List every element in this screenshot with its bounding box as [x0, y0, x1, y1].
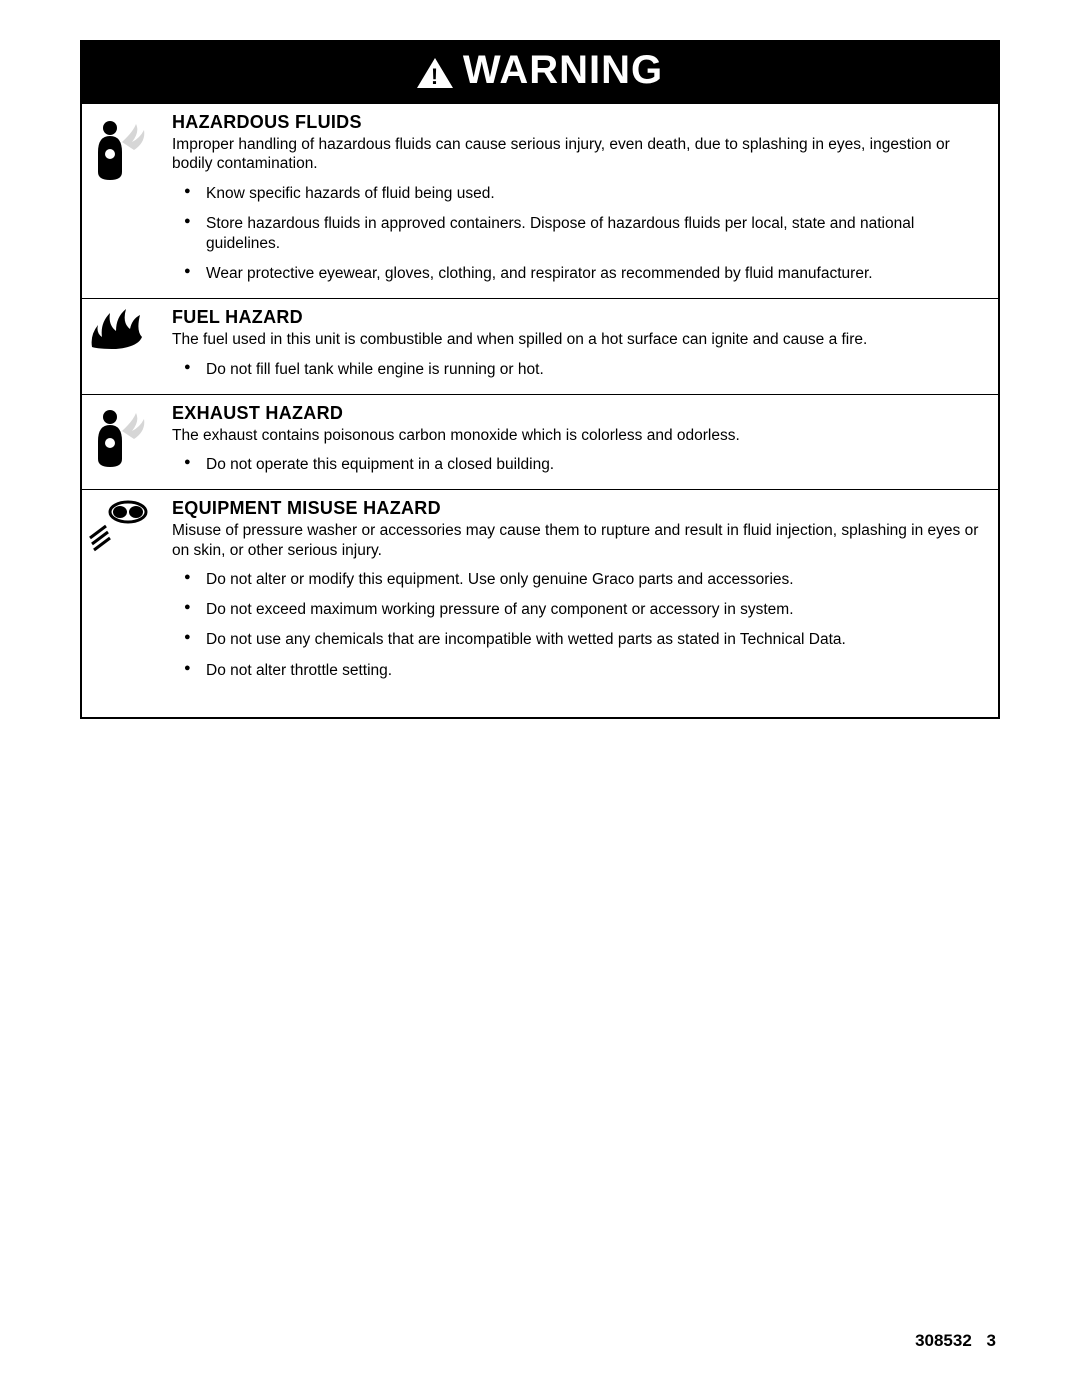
hazard-bullet-list: Do not operate this equipment in a close…	[172, 455, 984, 475]
toxic-fumes-icon	[88, 112, 156, 184]
hazard-text-cell: HAZARDOUS FLUIDS Improper handling of ha…	[172, 104, 998, 298]
toxic-fumes-icon	[88, 403, 156, 471]
hazard-text-cell: EQUIPMENT MISUSE HAZARD Misuse of pressu…	[172, 490, 998, 694]
page: WARNING HAZARDOUS FLUIDS Improper handli…	[0, 0, 1080, 719]
hazard-bullet: Do not fill fuel tank while engine is ru…	[190, 360, 984, 380]
fire-icon	[88, 307, 146, 351]
hazard-title: FUEL HAZARD	[172, 307, 984, 328]
hazard-description: The exhaust contains poisonous carbon mo…	[172, 426, 984, 445]
hazard-bullet: Do not use any chemicals that are incomp…	[190, 630, 984, 650]
hazard-title: HAZARDOUS FLUIDS	[172, 112, 984, 133]
hazard-row: EXHAUST HAZARD The exhaust contains pois…	[82, 394, 998, 490]
hazard-bullet: Store hazardous fluids in approved conta…	[190, 214, 984, 254]
hazard-icon-cell	[82, 299, 172, 394]
hazard-row: FUEL HAZARD The fuel used in this unit i…	[82, 298, 998, 394]
hazard-text-cell: EXHAUST HAZARD The exhaust contains pois…	[172, 395, 998, 490]
hazard-description: The fuel used in this unit is combustibl…	[172, 330, 984, 349]
hazard-bullet: Know specific hazards of fluid being use…	[190, 184, 984, 204]
hazard-text-cell: FUEL HAZARD The fuel used in this unit i…	[172, 299, 998, 394]
warning-box: WARNING HAZARDOUS FLUIDS Improper handli…	[80, 40, 1000, 719]
goggles-icon	[88, 498, 152, 554]
hazard-row: EQUIPMENT MISUSE HAZARD Misuse of pressu…	[82, 489, 998, 716]
hazard-bullet: Do not alter or modify this equipment. U…	[190, 570, 984, 590]
hazard-title: EQUIPMENT MISUSE HAZARD	[172, 498, 984, 519]
hazard-bullet: Do not operate this equipment in a close…	[190, 455, 984, 475]
warning-header: WARNING	[82, 42, 998, 103]
hazard-description: Misuse of pressure washer or accessories…	[172, 521, 984, 560]
hazard-bullet: Do not alter throttle setting.	[190, 661, 984, 681]
hazard-bullet-list: Do not fill fuel tank while engine is ru…	[172, 360, 984, 380]
page-number: 3	[987, 1331, 996, 1350]
hazard-bullet-list: Do not alter or modify this equipment. U…	[172, 570, 984, 681]
document-number: 308532	[915, 1331, 972, 1350]
hazard-row: HAZARDOUS FLUIDS Improper handling of ha…	[82, 103, 998, 298]
warning-triangle-icon	[417, 58, 453, 88]
hazard-icon-cell	[82, 395, 172, 490]
hazard-bullet: Do not exceed maximum working pressure o…	[190, 600, 984, 620]
hazard-icon-cell	[82, 490, 172, 694]
hazard-title: EXHAUST HAZARD	[172, 403, 984, 424]
hazard-bullet-list: Know specific hazards of fluid being use…	[172, 184, 984, 285]
hazard-icon-cell	[82, 104, 172, 298]
hazard-bullet: Wear protective eyewear, gloves, clothin…	[190, 264, 984, 284]
warning-header-title: WARNING	[463, 48, 663, 93]
page-footer: 308532 3	[915, 1331, 996, 1351]
hazard-description: Improper handling of hazardous fluids ca…	[172, 135, 984, 174]
